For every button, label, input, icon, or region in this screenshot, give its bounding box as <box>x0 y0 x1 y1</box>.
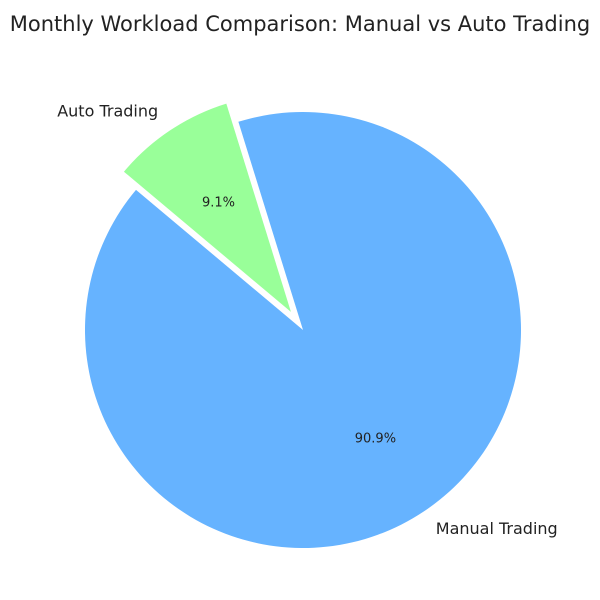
slice-label: Auto Trading <box>57 102 158 121</box>
chart-title: Monthly Workload Comparison: Manual vs A… <box>10 12 590 36</box>
pie-slice <box>84 111 521 548</box>
pie-slice <box>123 103 291 312</box>
slice-label: Manual Trading <box>436 519 558 538</box>
value-label: 90.9% <box>355 431 396 446</box>
value-label: 9.1% <box>202 195 235 210</box>
